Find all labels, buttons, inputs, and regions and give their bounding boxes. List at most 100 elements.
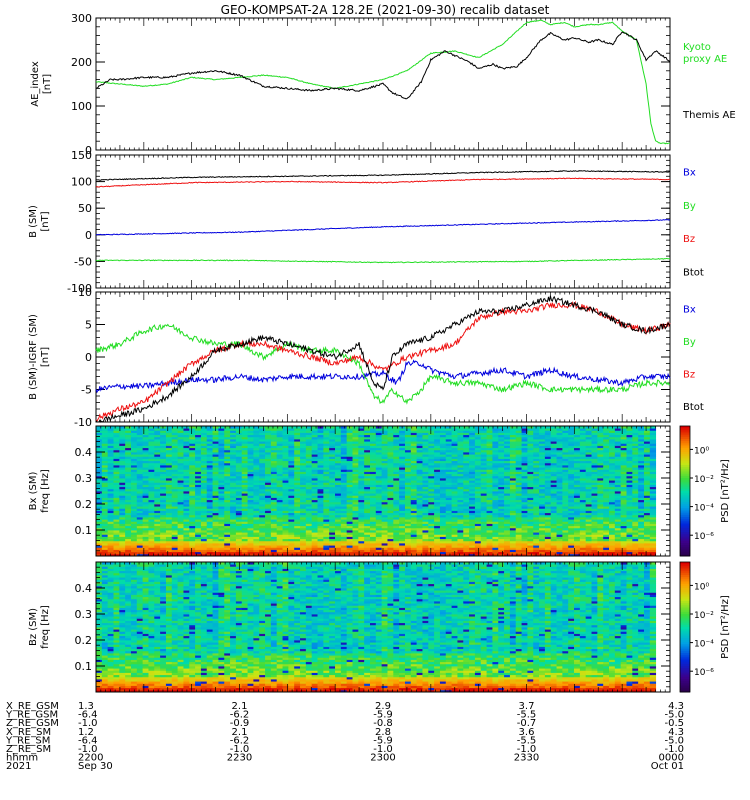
spectrogram-cell bbox=[294, 514, 301, 518]
spectrogram-cell bbox=[259, 462, 266, 466]
axis-label-line: [nT] bbox=[40, 211, 51, 231]
spectrogram-cell bbox=[160, 506, 167, 509]
spectrogram-cell bbox=[218, 478, 225, 481]
spectrogram-cell bbox=[323, 504, 330, 507]
spectrogram-cell bbox=[148, 447, 155, 451]
spectrogram-cell bbox=[235, 497, 243, 501]
spectrogram-cell bbox=[142, 460, 149, 464]
spectrogram-cell bbox=[171, 545, 179, 548]
spectrogram-cell bbox=[288, 512, 295, 516]
spectrogram-cell bbox=[282, 504, 289, 507]
spectrogram-cell bbox=[335, 480, 342, 483]
spectrogram-cell bbox=[230, 486, 237, 490]
spectrogram-cell bbox=[311, 551, 318, 555]
spectrogram-cell bbox=[177, 545, 184, 548]
spectrogram-cell bbox=[195, 495, 202, 498]
spectrogram-cell bbox=[107, 551, 114, 555]
spectrogram-cell bbox=[136, 530, 144, 533]
spectrogram-cell bbox=[107, 538, 114, 542]
spectrogram-cell bbox=[200, 491, 208, 494]
spectrogram-cell bbox=[206, 447, 213, 451]
spectrogram-cell bbox=[206, 443, 213, 446]
spectrogram-cell bbox=[177, 488, 184, 492]
spectrogram-cell bbox=[259, 527, 266, 531]
spectrogram-cell bbox=[282, 517, 289, 520]
spectrogram-cell bbox=[270, 436, 278, 440]
spectrogram-cell bbox=[300, 441, 307, 444]
spectrogram-cell bbox=[142, 441, 149, 444]
spectrogram-cell bbox=[300, 543, 307, 546]
spectrogram-cell bbox=[218, 510, 225, 514]
spectrogram-cell bbox=[294, 549, 301, 553]
spectrogram-cell bbox=[335, 549, 342, 553]
spectrogram-cell bbox=[177, 428, 184, 431]
spectrogram-cell bbox=[160, 538, 167, 542]
spectrogram-cell bbox=[323, 512, 330, 516]
spectrogram-cell bbox=[253, 473, 260, 477]
spectrogram-cell bbox=[165, 540, 173, 544]
spectrogram-cell bbox=[101, 543, 109, 546]
spectrogram-cell bbox=[125, 519, 132, 522]
spectrogram-cell bbox=[177, 525, 184, 529]
spectrogram-cell bbox=[171, 454, 179, 457]
spectrogram-cell bbox=[230, 540, 237, 544]
spectrogram-cell bbox=[200, 456, 208, 459]
spectrogram-cell bbox=[300, 517, 307, 520]
spectrogram-cell bbox=[189, 508, 196, 511]
spectrogram-cell bbox=[323, 449, 330, 453]
spectrogram-cell bbox=[189, 449, 196, 453]
spectrogram-cell bbox=[212, 449, 219, 453]
spectrogram-cell bbox=[96, 426, 103, 429]
spectrogram-cell bbox=[235, 512, 243, 516]
spectrogram-cell bbox=[340, 484, 348, 488]
spectrogram-cell bbox=[189, 491, 196, 494]
spectrogram-cell bbox=[241, 471, 248, 475]
spectrogram-cell bbox=[335, 428, 342, 431]
spectrogram-cell bbox=[160, 551, 167, 555]
spectrogram-cell bbox=[101, 430, 109, 433]
spectrogram-cell bbox=[329, 462, 336, 466]
spectrogram-cell bbox=[189, 467, 196, 470]
spectrogram-cell bbox=[282, 525, 289, 529]
spectrogram-cell bbox=[288, 458, 295, 462]
spectrogram-cell bbox=[305, 428, 313, 431]
spectrogram-cell bbox=[282, 543, 289, 546]
spectrogram-cell bbox=[183, 441, 190, 444]
spectrogram-cell bbox=[235, 523, 243, 527]
spectrogram-cell bbox=[294, 506, 301, 509]
spectrogram-cell bbox=[253, 504, 260, 507]
spectrogram-cell bbox=[323, 460, 330, 464]
spectrogram-cell bbox=[119, 549, 126, 553]
spectrogram-cell bbox=[259, 475, 266, 479]
spectrogram-cell bbox=[305, 530, 313, 533]
spectrogram-cell bbox=[125, 517, 132, 520]
spectrogram-cell bbox=[335, 439, 342, 442]
spectrogram-cell bbox=[276, 523, 283, 527]
spectrogram-cell bbox=[230, 443, 237, 446]
spectrogram-cell bbox=[160, 445, 167, 449]
spectrogram-cell bbox=[130, 458, 138, 462]
spectrogram-cell bbox=[107, 527, 114, 531]
spectrogram-cell bbox=[195, 445, 202, 449]
spectrogram-cell bbox=[160, 495, 167, 498]
spectrogram-cell bbox=[335, 445, 342, 449]
spectrogram-cell bbox=[206, 452, 213, 455]
spectrogram-cell bbox=[282, 475, 289, 479]
spectrogram-cell bbox=[311, 499, 318, 503]
spectrogram-cell bbox=[317, 465, 324, 468]
spectrogram-cell bbox=[195, 493, 202, 496]
spectrogram-cell bbox=[247, 456, 254, 459]
spectrogram-cell bbox=[218, 540, 225, 544]
spectrogram-cell bbox=[282, 482, 289, 485]
spectrogram-cell bbox=[323, 456, 330, 459]
spectrogram-cell bbox=[282, 499, 289, 503]
spectrogram-cell bbox=[113, 536, 120, 540]
spectrogram-cell bbox=[235, 543, 243, 546]
spectrogram-cell bbox=[294, 460, 301, 464]
spectrogram-cell bbox=[101, 495, 109, 498]
spectrogram-cell bbox=[224, 508, 231, 511]
spectrogram-cell bbox=[160, 484, 167, 488]
spectrogram-cell bbox=[270, 486, 278, 490]
spectrogram-cell bbox=[136, 478, 144, 481]
spectrogram-cell bbox=[300, 428, 307, 431]
